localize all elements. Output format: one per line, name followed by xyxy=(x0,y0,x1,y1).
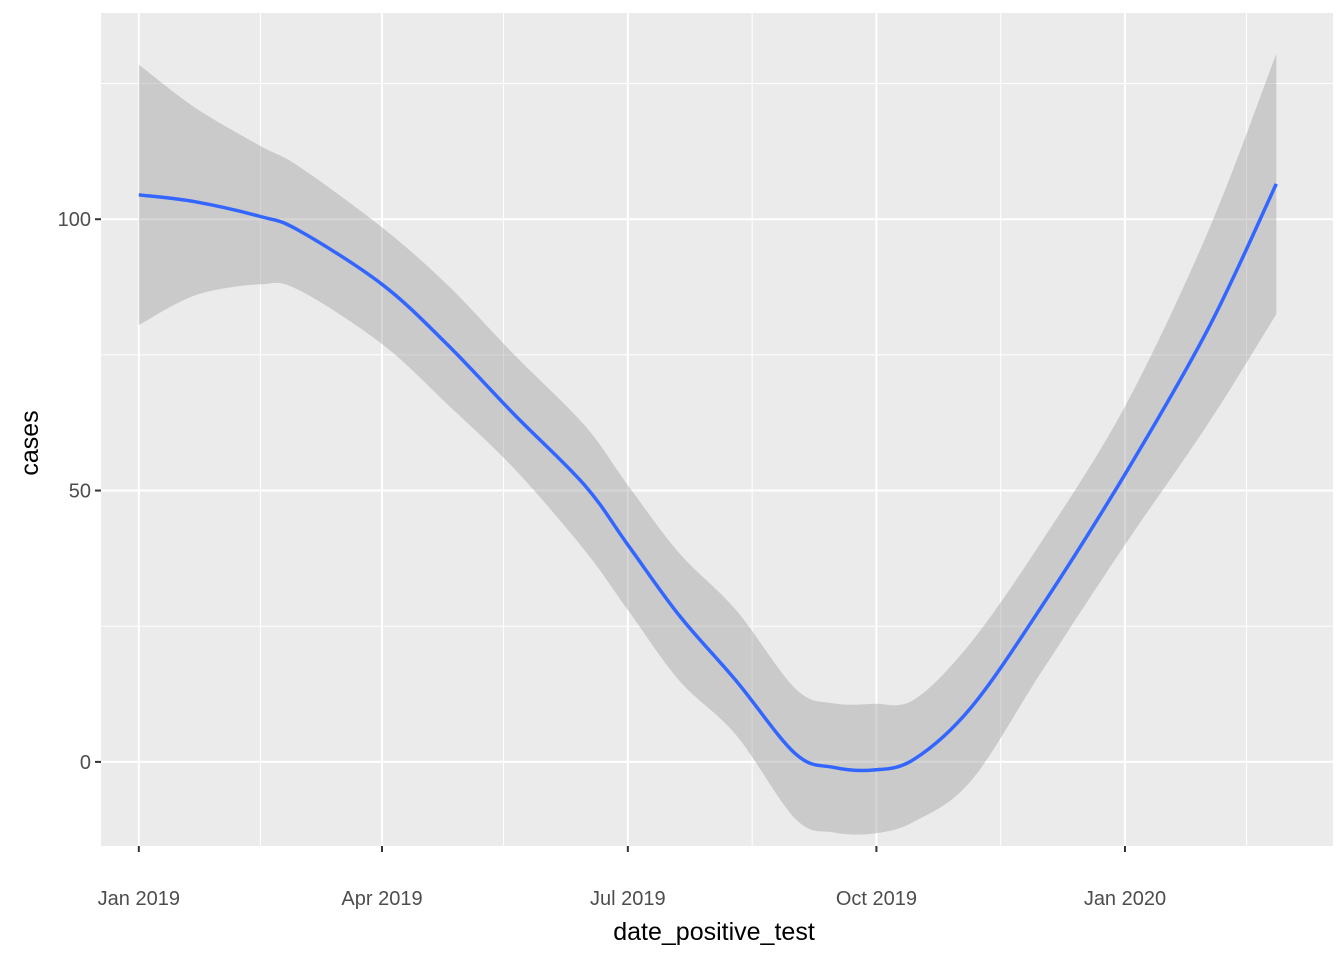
x-tick-label: Jan 2019 xyxy=(98,888,180,910)
confidence-band xyxy=(138,53,1277,835)
x-tick-label: Jul 2019 xyxy=(590,888,666,910)
y-tick-label: 50 xyxy=(69,481,91,503)
y-axis-title: cases xyxy=(16,410,44,475)
x-tick-label: Jan 2020 xyxy=(1084,888,1166,910)
y-axis: 0 50 100 xyxy=(58,209,101,774)
x-tick-label: Apr 2019 xyxy=(341,888,422,910)
major-gridlines xyxy=(101,13,1333,846)
confidence-bands xyxy=(138,53,1277,835)
x-axis: Jan 2019 Apr 2019 Jul 2019 Oct 2019 Jan 2020 xyxy=(98,846,1166,910)
x-tick-label: Oct 2019 xyxy=(836,888,917,910)
smooth-lines xyxy=(138,183,1278,773)
plot-panel xyxy=(101,13,1333,846)
smooth-line xyxy=(138,183,1278,773)
minor-gridlines xyxy=(101,13,1333,846)
y-tick-label: 100 xyxy=(58,209,91,231)
y-tick-label: 0 xyxy=(80,752,91,774)
x-axis-title: date_positive_test xyxy=(613,918,815,946)
